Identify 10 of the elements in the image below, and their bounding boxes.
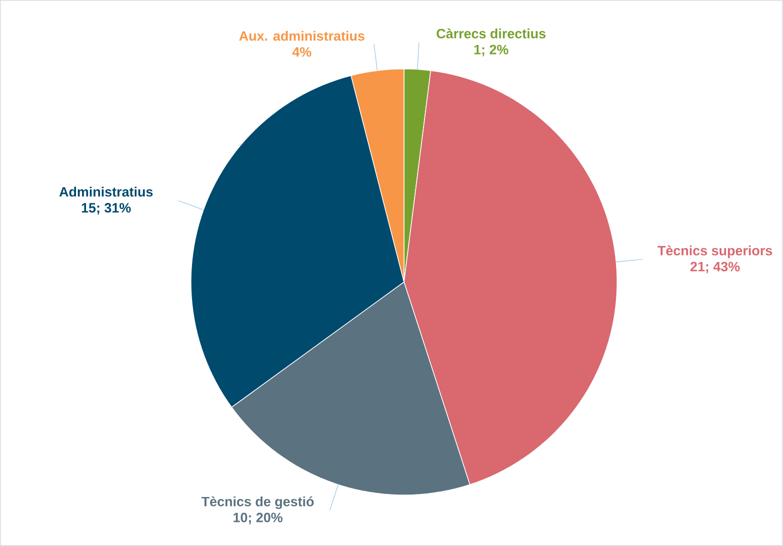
slice-label: Aux. administratius <box>239 30 364 41</box>
data-label: 15; 31% <box>82 203 131 215</box>
slice-label: Tècnics superiors <box>658 245 772 258</box>
slice-label: Càrrecs directius <box>436 28 546 38</box>
slice-label: Administratius <box>59 186 153 197</box>
data-label: 1; 2% <box>474 44 508 56</box>
data-label: 10; 20% <box>234 512 282 524</box>
data-label: 21; 43% <box>690 262 740 274</box>
slice-label: Tècnics de gestió <box>202 496 314 510</box>
data-label: 4% <box>292 47 312 57</box>
